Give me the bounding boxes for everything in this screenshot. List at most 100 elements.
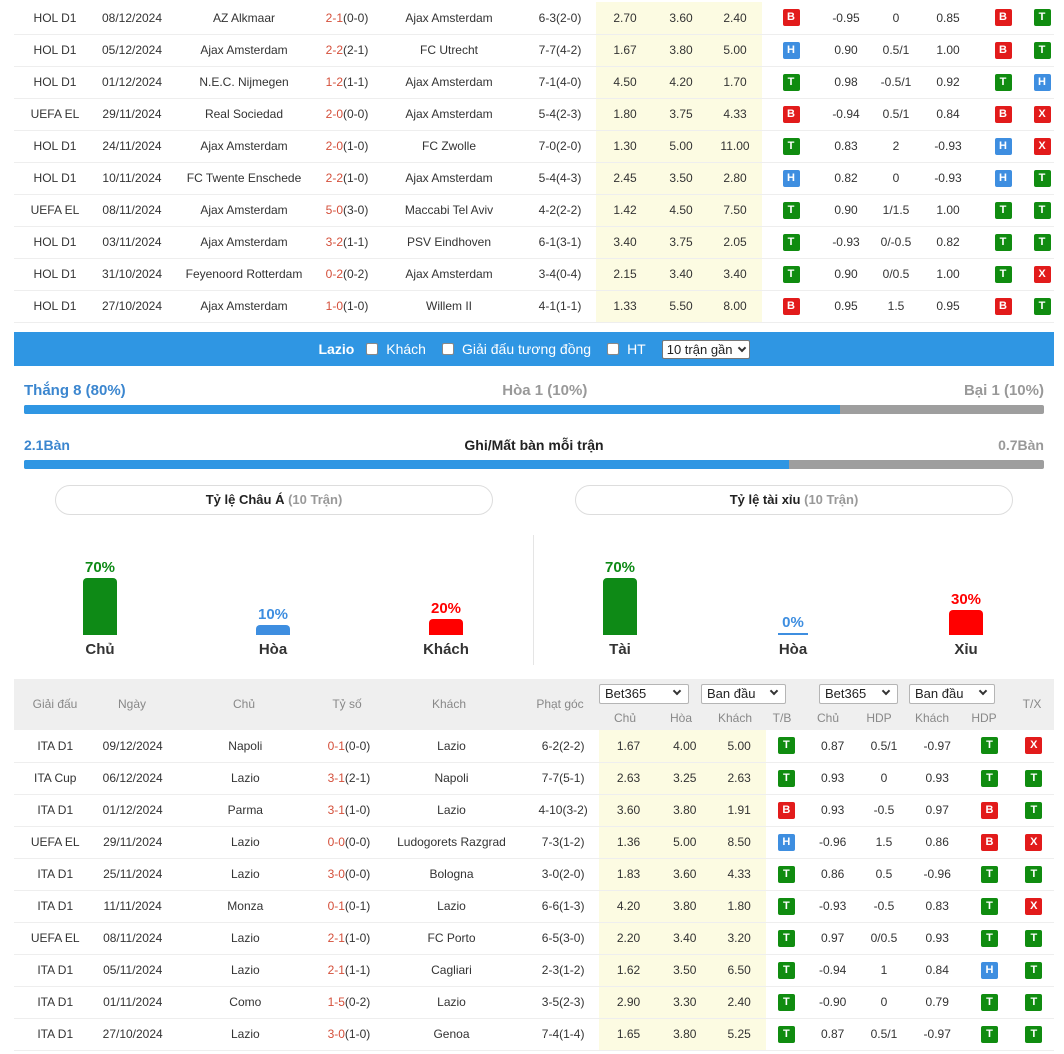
home-team-cell[interactable]: Lazio <box>168 1018 322 1051</box>
result-badge: T <box>994 201 1012 219</box>
score-cell[interactable]: 3-0(0-0) <box>321 858 377 891</box>
home-team-cell[interactable]: Lazio <box>168 826 322 859</box>
away-team-cell[interactable]: Ludogorets Razgrad <box>376 826 527 859</box>
away-team-cell[interactable]: FC Zwolle <box>374 130 524 163</box>
table-row[interactable]: UEFA EL 08/11/2024 Ajax Amsterdam 5-0(3-0) M… <box>14 194 1054 227</box>
score-cell[interactable]: 3-2(1-1) <box>320 226 374 259</box>
score-cell[interactable]: 3-0(1-0) <box>321 1018 377 1051</box>
home-team-cell[interactable]: Ajax Amsterdam <box>168 194 320 227</box>
home-team-cell[interactable]: Lazio <box>168 922 322 955</box>
bookmaker-select-1[interactable]: Bet365 <box>599 684 689 704</box>
table-row[interactable]: UEFA EL 29/11/2024 Real Sociedad 2-0(0-0) Aj… <box>14 98 1054 131</box>
table-row[interactable]: HOL D1 31/10/2024 Feyenoord Rotterdam 0-2(0… <box>14 258 1054 291</box>
away-team-cell[interactable]: Lazio <box>376 890 527 923</box>
over-under-bar-label: Tài <box>609 641 631 658</box>
home-team-cell[interactable]: Ajax Amsterdam <box>168 130 320 163</box>
half-time-score: (1-1) <box>344 963 371 977</box>
away-team-cell[interactable]: Bologna <box>376 858 527 891</box>
bookmaker-select-2[interactable]: Bet365 <box>819 684 898 704</box>
table-row[interactable]: UEFA EL 29/11/2024 Lazio 0-0(0-0) Ludogorets… <box>14 826 1054 859</box>
table-row[interactable]: ITA D1 01/12/2024 Parma 3-1(1-0) Lazio 4-10(3… <box>14 794 1054 827</box>
score-cell[interactable]: 1-5(0-2) <box>321 986 377 1019</box>
score-cell[interactable]: 1-0(1-0) <box>320 290 374 323</box>
league-cell: HOL D1 <box>14 290 96 323</box>
score-cell[interactable]: 0-0(0-0) <box>321 826 377 859</box>
score-cell[interactable]: 2-1(1-1) <box>321 954 377 987</box>
table-row[interactable]: UEFA EL 08/11/2024 Lazio 2-1(1-0) FC Porto 6-… <box>14 922 1054 955</box>
home-team-cell[interactable]: Lazio <box>168 858 322 891</box>
score-cell[interactable]: 3-1(2-1) <box>321 762 377 795</box>
table-row[interactable]: HOL D1 10/11/2024 FC Twente Enschede 2-2(1-… <box>14 162 1054 195</box>
table-row[interactable]: ITA Cup 06/12/2024 Lazio 3-1(2-1) Napoli 7-7(… <box>14 762 1054 795</box>
same-league-checkbox[interactable] <box>441 343 454 355</box>
away-team-cell[interactable]: Lazio <box>376 730 527 763</box>
away-team-cell[interactable]: Maccabi Tel Aviv <box>374 194 524 227</box>
corner-cell: 3-5(2-3) <box>526 986 600 1019</box>
score-cell[interactable]: 2-1(0-0) <box>320 2 374 35</box>
home-team-cell[interactable]: Como <box>168 986 322 1019</box>
table-row[interactable]: HOL D1 08/12/2024 AZ Alkmaar 2-1(0-0) Ajax A… <box>14 2 1054 35</box>
score-cell[interactable]: 2-0(1-0) <box>320 130 374 163</box>
table-row[interactable]: HOL D1 24/11/2024 Ajax Amsterdam 2-0(1-0) FC… <box>14 130 1054 163</box>
same-league-checkbox-label[interactable]: Giải đấu tương đồng <box>461 341 592 357</box>
table-row[interactable]: ITA D1 27/10/2024 Lazio 3-0(1-0) Genoa 7-4(1-… <box>14 1018 1054 1051</box>
recent-matches-select[interactable]: 10 trận gần <box>661 339 750 359</box>
away-team-cell[interactable]: Ajax Amsterdam <box>374 98 524 131</box>
table-row[interactable]: ITA D1 01/11/2024 Como 1-5(0-2) Lazio 3-5(2-3… <box>14 986 1054 1019</box>
ah-home-cell: 0.90 <box>820 194 872 227</box>
away-team-cell[interactable]: Ajax Amsterdam <box>374 162 524 195</box>
table-row[interactable]: ITA D1 09/12/2024 Napoli 0-1(0-0) Lazio 6-2(2… <box>14 730 1054 763</box>
odds-home-cell: 1.62 <box>599 954 658 987</box>
home-team-cell[interactable]: Parma <box>168 794 322 827</box>
away-team-cell[interactable]: Ajax Amsterdam <box>374 258 524 291</box>
away-team-cell[interactable]: Ajax Amsterdam <box>374 2 524 35</box>
odds-type-select-2[interactable]: Ban đầu <box>909 684 995 704</box>
home-team-cell[interactable]: Lazio <box>168 954 322 987</box>
table-row[interactable]: HOL D1 05/12/2024 Ajax Amsterdam 2-2(2-1) FC… <box>14 34 1054 67</box>
score-cell[interactable]: 0-1(0-1) <box>321 890 377 923</box>
score-cell[interactable]: 1-2(1-1) <box>320 66 374 99</box>
away-team-cell[interactable]: Cagliari <box>376 954 527 987</box>
home-team-cell[interactable]: Feyenoord Rotterdam <box>168 258 320 291</box>
home-team-cell[interactable]: FC Twente Enschede <box>168 162 320 195</box>
ht-checkbox-label[interactable]: HT <box>627 341 646 357</box>
away-team-cell[interactable]: Lazio <box>376 794 527 827</box>
home-team-cell[interactable]: Ajax Amsterdam <box>168 226 320 259</box>
score-cell[interactable]: 2-1(1-0) <box>321 922 377 955</box>
half-time-score: (1-0) <box>343 139 369 153</box>
table-row[interactable]: ITA D1 25/11/2024 Lazio 3-0(0-0) Bologna 3-0(… <box>14 858 1054 891</box>
away-team-cell[interactable]: Willem II <box>374 290 524 323</box>
home-team-cell[interactable]: Napoli <box>168 730 322 763</box>
away-team-cell[interactable]: PSV Eindhoven <box>374 226 524 259</box>
away-team-cell[interactable]: Lazio <box>376 986 527 1019</box>
chevron-down-icon <box>737 343 746 352</box>
score-cell[interactable]: 3-1(1-0) <box>321 794 377 827</box>
away-team-cell[interactable]: Napoli <box>376 762 527 795</box>
score-cell[interactable]: 2-0(0-0) <box>320 98 374 131</box>
away-team-cell[interactable]: Ajax Amsterdam <box>374 66 524 99</box>
table-row[interactable]: HOL D1 27/10/2024 Ajax Amsterdam 1-0(1-0) Wi… <box>14 290 1054 323</box>
away-checkbox-label[interactable]: Khách <box>386 341 426 357</box>
score-cell[interactable]: 5-0(3-0) <box>320 194 374 227</box>
table-row[interactable]: ITA D1 11/11/2024 Monza 0-1(0-1) Lazio 6-6(1-… <box>14 890 1054 923</box>
away-checkbox[interactable] <box>366 343 379 355</box>
away-team-cell[interactable]: FC Utrecht <box>374 34 524 67</box>
home-team-cell[interactable]: Lazio <box>168 762 322 795</box>
away-team-cell[interactable]: FC Porto <box>376 922 527 955</box>
ht-checkbox[interactable] <box>607 343 620 355</box>
score-cell[interactable]: 0-2(0-2) <box>320 258 374 291</box>
odds-type-select-1[interactable]: Ban đầu <box>701 684 786 704</box>
home-team-cell[interactable]: Real Sociedad <box>168 98 320 131</box>
table-row[interactable]: ITA D1 05/11/2024 Lazio 2-1(1-1) Cagliari 2-3… <box>14 954 1054 987</box>
table-row[interactable]: HOL D1 03/11/2024 Ajax Amsterdam 3-2(1-1) PS… <box>14 226 1054 259</box>
home-team-cell[interactable]: Ajax Amsterdam <box>168 290 320 323</box>
score-cell[interactable]: 0-1(0-0) <box>321 730 377 763</box>
home-team-cell[interactable]: Monza <box>168 890 322 923</box>
table-row[interactable]: HOL D1 01/12/2024 N.E.C. Nijmegen 1-2(1-1) A… <box>14 66 1054 99</box>
home-team-cell[interactable]: N.E.C. Nijmegen <box>168 66 320 99</box>
away-team-cell[interactable]: Genoa <box>376 1018 527 1051</box>
score-cell[interactable]: 2-2(1-0) <box>320 162 374 195</box>
home-team-cell[interactable]: Ajax Amsterdam <box>168 34 320 67</box>
score-cell[interactable]: 2-2(2-1) <box>320 34 374 67</box>
home-team-cell[interactable]: AZ Alkmaar <box>168 2 320 35</box>
